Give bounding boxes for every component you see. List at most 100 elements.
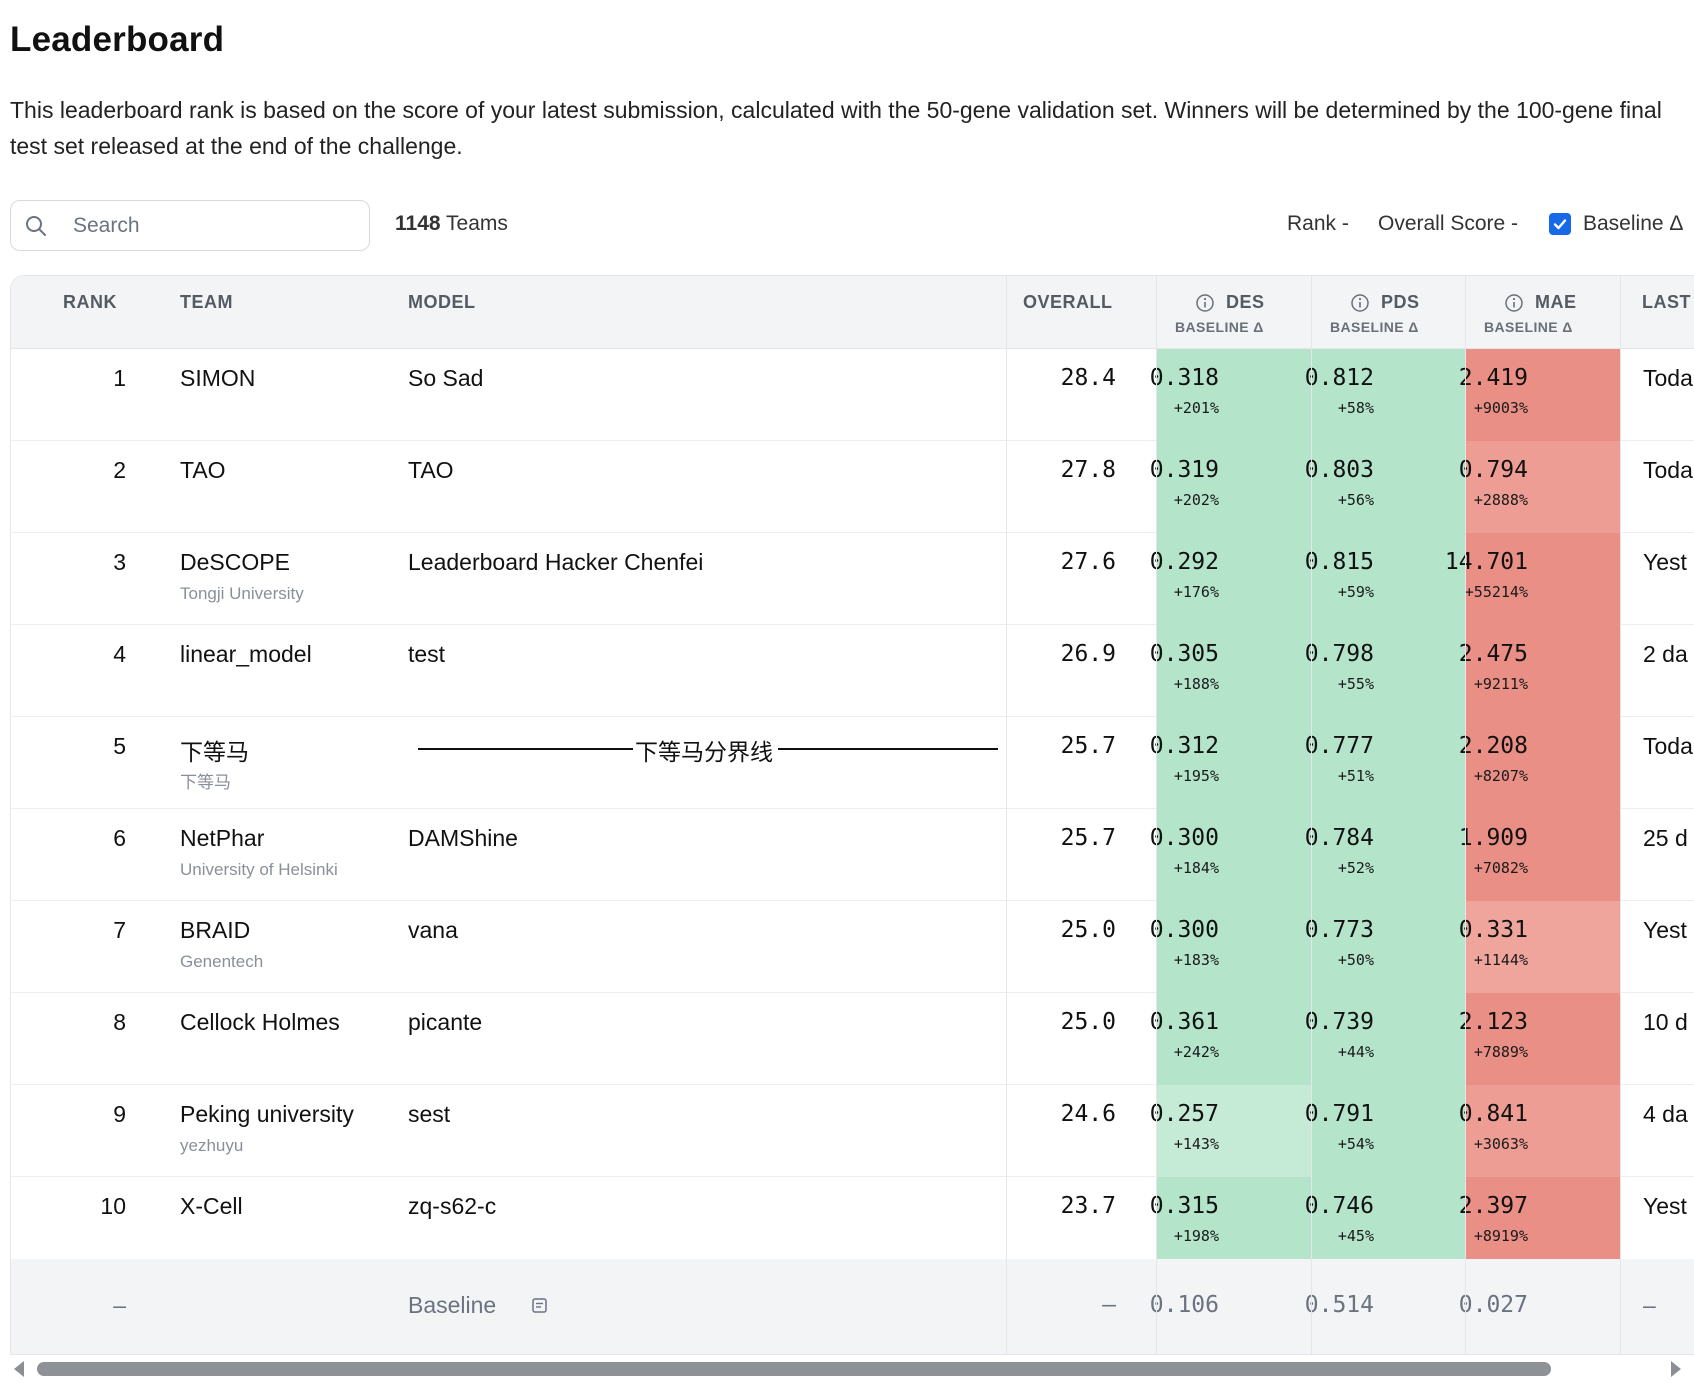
des-value: 0.305 xyxy=(1149,641,1219,667)
des-value: 0.292 xyxy=(1149,549,1219,575)
mae-info-icon[interactable] xyxy=(1504,293,1524,313)
model-name: TAO xyxy=(408,457,454,483)
des-value: 0.318 xyxy=(1149,365,1219,391)
table-row[interactable]: 6 NetPhar University of Helsinki DAMShine 25… xyxy=(11,809,1694,901)
sort-overall-score-button[interactable]: Overall Score - xyxy=(1378,212,1519,235)
table-row[interactable]: 10 X-Cell zq-s62-c 23.7 0.315 +198% 0.746 +45% 2… xyxy=(11,1177,1694,1269)
team-name[interactable]: 下等马 xyxy=(180,739,249,765)
header-des-sub: BASELINE Δ xyxy=(1175,319,1264,335)
scrollbar-thumb[interactable] xyxy=(37,1362,1551,1376)
mae-delta: +55214% xyxy=(1464,583,1528,601)
header-last[interactable]: LAST xyxy=(1642,292,1691,312)
des-cell-bg xyxy=(1157,533,1311,625)
des-delta: +198% xyxy=(1173,1227,1219,1245)
pds-cell-bg xyxy=(1312,717,1465,809)
header-rank[interactable]: RANK xyxy=(63,292,117,312)
mae-cell-bg xyxy=(1466,717,1620,809)
des-cell-bg xyxy=(1157,901,1311,993)
horizontal-scrollbar[interactable] xyxy=(10,1357,1694,1383)
team-affiliation: University of Helsinki xyxy=(180,860,338,879)
des-cell-bg xyxy=(1157,1085,1311,1177)
des-value: 0.300 xyxy=(1149,917,1219,943)
team-name[interactable]: BRAID xyxy=(180,917,251,943)
pds-value: 0.773 xyxy=(1304,917,1374,943)
overall-score: 26.9 xyxy=(1060,641,1116,667)
table-row[interactable]: 9 Peking university yezhuyu sest 24.6 0.257 +1… xyxy=(11,1085,1694,1177)
search-box[interactable] xyxy=(10,200,370,251)
baseline-pds: 0.514 xyxy=(1304,1292,1374,1318)
overall-score: 25.7 xyxy=(1060,825,1116,851)
pds-info-icon[interactable] xyxy=(1350,293,1370,313)
model-name: sest xyxy=(408,1101,451,1127)
header-des[interactable]: DES xyxy=(1226,292,1265,312)
overall-score: 25.0 xyxy=(1060,1009,1116,1035)
pds-delta: +59% xyxy=(1337,583,1374,601)
table-row[interactable]: 8 Cellock Holmes picante 25.0 0.361 +242% 0.73… xyxy=(11,993,1694,1085)
model-name: vana xyxy=(408,917,458,943)
pds-cell-bg xyxy=(1312,901,1465,993)
mae-value: 2.475 xyxy=(1458,641,1528,667)
team-name[interactable]: Cellock Holmes xyxy=(180,1009,340,1035)
mae-value: 2.123 xyxy=(1458,1009,1528,1035)
search-icon xyxy=(26,216,46,236)
pds-delta: +51% xyxy=(1337,767,1374,785)
des-info-icon[interactable] xyxy=(1195,293,1215,313)
des-value: 0.312 xyxy=(1149,733,1219,759)
header-pds[interactable]: PDS xyxy=(1381,292,1420,312)
table-row[interactable]: 7 BRAID Genentech vana 25.0 0.300 +183% 0.773 +5… xyxy=(11,901,1694,993)
team-name[interactable]: SIMON xyxy=(180,365,256,391)
team-name[interactable]: TAO xyxy=(180,457,226,483)
baseline-model: Baseline xyxy=(408,1292,497,1318)
des-cell-bg xyxy=(1157,993,1311,1085)
overall-score: 28.4 xyxy=(1060,365,1116,391)
scroll-right-arrow-icon[interactable] xyxy=(1671,1361,1681,1377)
des-delta: +188% xyxy=(1173,675,1219,693)
des-delta: +176% xyxy=(1173,583,1219,601)
table-row[interactable]: 2 TAO TAO 27.8 0.319 +202% 0.803 +56% 0.794 +2888… xyxy=(11,441,1694,533)
pds-value: 0.803 xyxy=(1304,457,1374,483)
table-row[interactable]: 3 DeSCOPE Tongji University Leaderboard Hac… xyxy=(11,533,1694,625)
team-name[interactable]: DeSCOPE xyxy=(180,549,290,575)
mae-value: 0.841 xyxy=(1458,1101,1528,1127)
team-name[interactable]: linear_model xyxy=(180,641,312,667)
table-row[interactable]: 1 SIMON So Sad 28.4 0.318 +201% 0.812 +58% 2.419… xyxy=(11,349,1694,441)
mae-cell-bg xyxy=(1466,1177,1620,1269)
scroll-left-arrow-icon[interactable] xyxy=(14,1361,24,1377)
check-icon xyxy=(1553,219,1567,230)
header-mae[interactable]: MAE xyxy=(1535,292,1577,312)
last-submission: 4 da xyxy=(1643,1101,1688,1127)
page-title: Leaderboard xyxy=(10,20,225,59)
table-row[interactable]: 4 linear_model test 26.9 0.305 +188% 0.798 +55%… xyxy=(11,625,1694,717)
pds-delta: +44% xyxy=(1337,1043,1374,1061)
search-input[interactable] xyxy=(73,210,353,242)
header-model[interactable]: MODEL xyxy=(408,292,476,312)
baseline-delta-label[interactable]: Baseline Δ xyxy=(1583,212,1684,235)
model-divider: 下等马分界线 xyxy=(418,733,998,765)
pds-value: 0.739 xyxy=(1304,1009,1374,1035)
des-cell-bg xyxy=(1157,441,1311,533)
sort-rank-button[interactable]: Rank - xyxy=(1287,212,1349,235)
table-row[interactable]: 5 下等马 下等马 下等马分界线 25.7 0.312 +195% 0.777 +51% 2.20… xyxy=(11,717,1694,809)
rank-cell: 5 xyxy=(113,733,126,759)
overall-score: 24.6 xyxy=(1060,1101,1116,1127)
mae-cell-bg xyxy=(1466,625,1620,717)
rank-cell: 4 xyxy=(113,641,126,667)
divider-line xyxy=(778,748,998,750)
team-name[interactable]: Peking university xyxy=(180,1101,354,1127)
mae-cell-bg xyxy=(1466,809,1620,901)
baseline-delta-checkbox[interactable] xyxy=(1549,213,1571,235)
header-overall[interactable]: OVERALL xyxy=(1023,292,1113,312)
rank-cell: 1 xyxy=(113,365,126,391)
header-team[interactable]: TEAM xyxy=(180,292,233,312)
rank-cell: 9 xyxy=(113,1101,126,1127)
baseline-des: 0.106 xyxy=(1149,1292,1219,1318)
team-name[interactable]: NetPhar xyxy=(180,825,265,851)
note-icon[interactable] xyxy=(531,1297,549,1315)
overall-score: 27.6 xyxy=(1060,549,1116,575)
model-name: zq-s62-c xyxy=(408,1193,497,1219)
team-name[interactable]: X-Cell xyxy=(180,1193,243,1219)
header-mae-sub: BASELINE Δ xyxy=(1484,319,1573,335)
rank-cell: 6 xyxy=(113,825,126,851)
baseline-last: – xyxy=(1643,1292,1656,1318)
